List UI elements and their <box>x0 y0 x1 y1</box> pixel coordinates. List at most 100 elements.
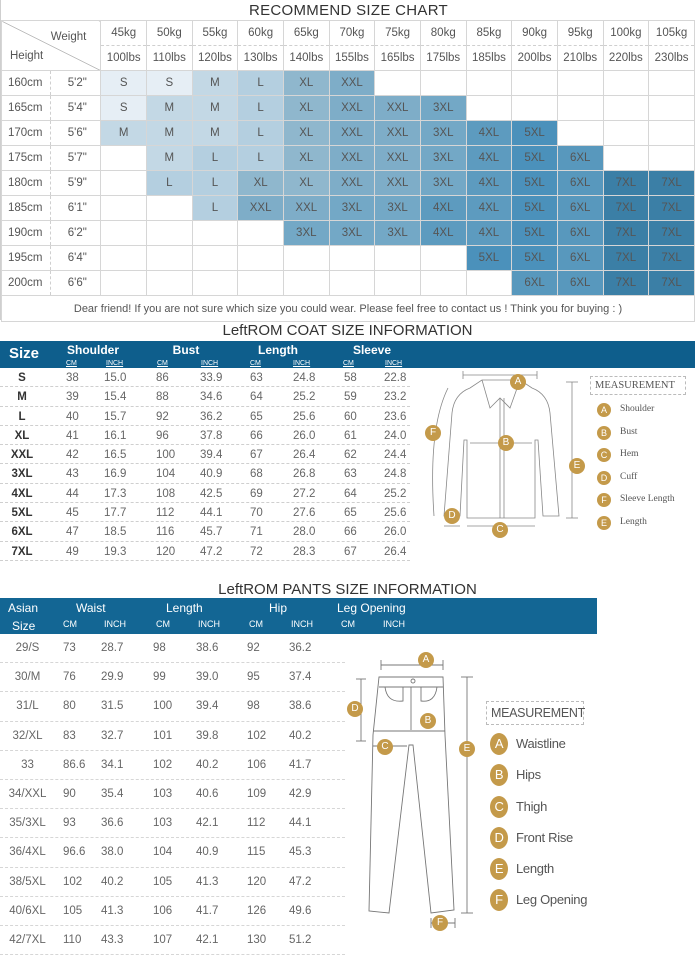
weight-kg-header: 90kg <box>511 20 558 46</box>
size-cell: 6XL <box>556 195 604 221</box>
pants-value: 39.8 <box>196 729 219 742</box>
size-cell <box>602 70 650 96</box>
badge-b-icon: B <box>420 713 436 729</box>
measurement-label: Bust <box>620 426 638 437</box>
size-cell: XXL <box>374 145 421 171</box>
size-cell: XXL <box>374 120 421 146</box>
pants-table-row: 38/5XL 102 40.2 105 41.3 120 47.2 <box>0 868 345 897</box>
size-cell: 6XL <box>511 270 558 296</box>
pants-size: 32/XL <box>12 729 43 742</box>
size-cell: 5XL <box>511 195 558 221</box>
coat-table-row: S 38 15.0 86 33.9 63 24.8 58 22.8 <box>0 368 410 388</box>
pants-table-row: 29/S 73 28.7 98 38.6 92 36.2 <box>0 634 345 664</box>
height-cm: 190cm <box>1 220 51 246</box>
coat-value: 27.6 <box>293 507 316 520</box>
measurement-label: Hips <box>516 767 541 783</box>
height-row: 195cm 6'4" 5XL 5XL 6XL 7XL 7XL <box>1 245 695 271</box>
measurement-badge-icon: F <box>597 493 611 507</box>
badge-c-icon: C <box>377 739 393 755</box>
coat-unit-inch: INCH <box>385 360 403 367</box>
coat-value: 120 <box>156 545 176 558</box>
pants-value: 38.0 <box>101 846 124 859</box>
size-cell: 7XL <box>648 245 695 271</box>
pants-value: 38.6 <box>289 700 312 713</box>
coat-value: 86 <box>156 372 169 384</box>
badge-a-icon: A <box>510 374 526 390</box>
coat-table-header: Size Shoulder Bust Length Sleeve CM INCH… <box>0 341 410 368</box>
coat-value: 26.4 <box>384 545 407 558</box>
coat-value: 28.3 <box>293 545 316 558</box>
measurement-badge-icon: B <box>490 764 508 787</box>
size-cell: 6XL <box>556 245 604 271</box>
coat-value: 62 <box>344 449 357 462</box>
height-row: 160cm 5'2" S S M L XL XXL <box>1 70 695 96</box>
pants-value: 42.9 <box>289 787 312 800</box>
size-cell: 6XL <box>556 145 604 171</box>
size-cell: M <box>146 95 193 121</box>
pants-value: 49.6 <box>289 904 312 917</box>
measurement-badge-icon: B <box>597 425 611 440</box>
pants-value: 106 <box>247 758 267 771</box>
pants-legend-item: D Front Rise <box>486 826 596 858</box>
pants-value: 107 <box>153 933 173 946</box>
weight-kg-header: 70kg <box>328 20 376 46</box>
size-cell: S <box>100 95 147 121</box>
pants-group-length: Length <box>166 601 203 615</box>
size-cell: L <box>237 70 284 96</box>
pants-table-row: 35/3XL 93 36.6 103 42.1 112 44.1 <box>0 809 345 839</box>
coat-table-row: 5XL 45 17.7 112 44.1 70 27.6 65 25.6 <box>0 503 410 523</box>
pants-value: 28.7 <box>101 642 124 654</box>
pants-value: 83 <box>63 729 76 742</box>
size-cell: XXL <box>328 120 376 146</box>
height-row: 190cm 6'2" 3XL 3XL 3XL 4XL 4XL 5XL 6XL 7XL 7XL <box>1 220 695 246</box>
weight-kg-header: 105kg <box>648 20 695 46</box>
pants-value: 40.6 <box>196 787 219 800</box>
size-cell: 3XL <box>374 220 421 246</box>
size-cell: L <box>237 145 284 171</box>
pants-value: 104 <box>153 846 173 859</box>
size-cell <box>602 120 650 146</box>
coat-group-sleeve: Sleeve <box>352 343 392 357</box>
size-cell: 7XL <box>602 245 650 271</box>
size-cell: M <box>146 145 193 171</box>
pants-size: 35/3XL <box>9 817 46 830</box>
pants-unit-cm: CM <box>341 619 355 629</box>
coat-table-row: XXL 42 16.5 100 39.4 67 26.4 62 24.4 <box>0 445 410 465</box>
pants-diagram: A B C D E F <box>345 645 480 935</box>
coat-size-table: S 38 15.0 86 33.9 63 24.8 58 22.8 M 39 15.4 88 34.6 64… <box>0 368 410 561</box>
size-cell: 6XL <box>556 270 604 296</box>
height-ft: 6'1" <box>49 195 102 221</box>
coat-unit-cm: CM <box>66 360 77 367</box>
coat-value: 65 <box>250 410 263 423</box>
size-cell <box>146 195 193 221</box>
size-cell: XXL <box>282 195 330 221</box>
weight-lbs-header: 200lbs <box>511 45 558 71</box>
coat-table-row: 7XL 49 19.3 120 47.2 72 28.3 67 26.4 <box>0 542 410 561</box>
coat-legend-item: A Shoulder <box>590 403 690 426</box>
coat-value: 64 <box>250 391 263 404</box>
coat-measurement-title: MEASUREMENT <box>590 376 686 395</box>
coat-value: 39 <box>66 391 79 404</box>
coat-value: 59 <box>344 391 357 404</box>
recommend-size-chart: RECOMMEND SIZE CHART Weight Height 45kg … <box>0 0 695 322</box>
coat-value: 108 <box>156 487 176 500</box>
height-cm: 195cm <box>1 245 51 271</box>
pants-unit-inch: INCH <box>291 619 313 629</box>
coat-value: 16.5 <box>104 449 127 462</box>
height-ft: 5'6" <box>49 120 102 146</box>
recommend-size-table: Weight Height 45kg 50kg 55kg 60kg 65kg 7… <box>0 20 695 322</box>
pants-value: 34.1 <box>101 758 124 771</box>
size-cell <box>465 95 513 121</box>
height-ft: 5'4" <box>49 95 102 121</box>
pants-unit-inch: INCH <box>198 619 220 629</box>
pants-value: 43.3 <box>101 933 124 946</box>
coat-value: 44.1 <box>200 507 223 520</box>
coat-value: 61 <box>344 429 357 442</box>
size-cell <box>100 170 147 196</box>
pants-outline-icon <box>356 660 473 928</box>
badge-c-icon: C <box>492 522 508 538</box>
weight-axis-label: Weight <box>50 31 87 43</box>
coat-value: 67 <box>250 449 263 462</box>
coat-value: 43 <box>66 468 79 481</box>
coat-size: 6XL <box>11 526 33 539</box>
